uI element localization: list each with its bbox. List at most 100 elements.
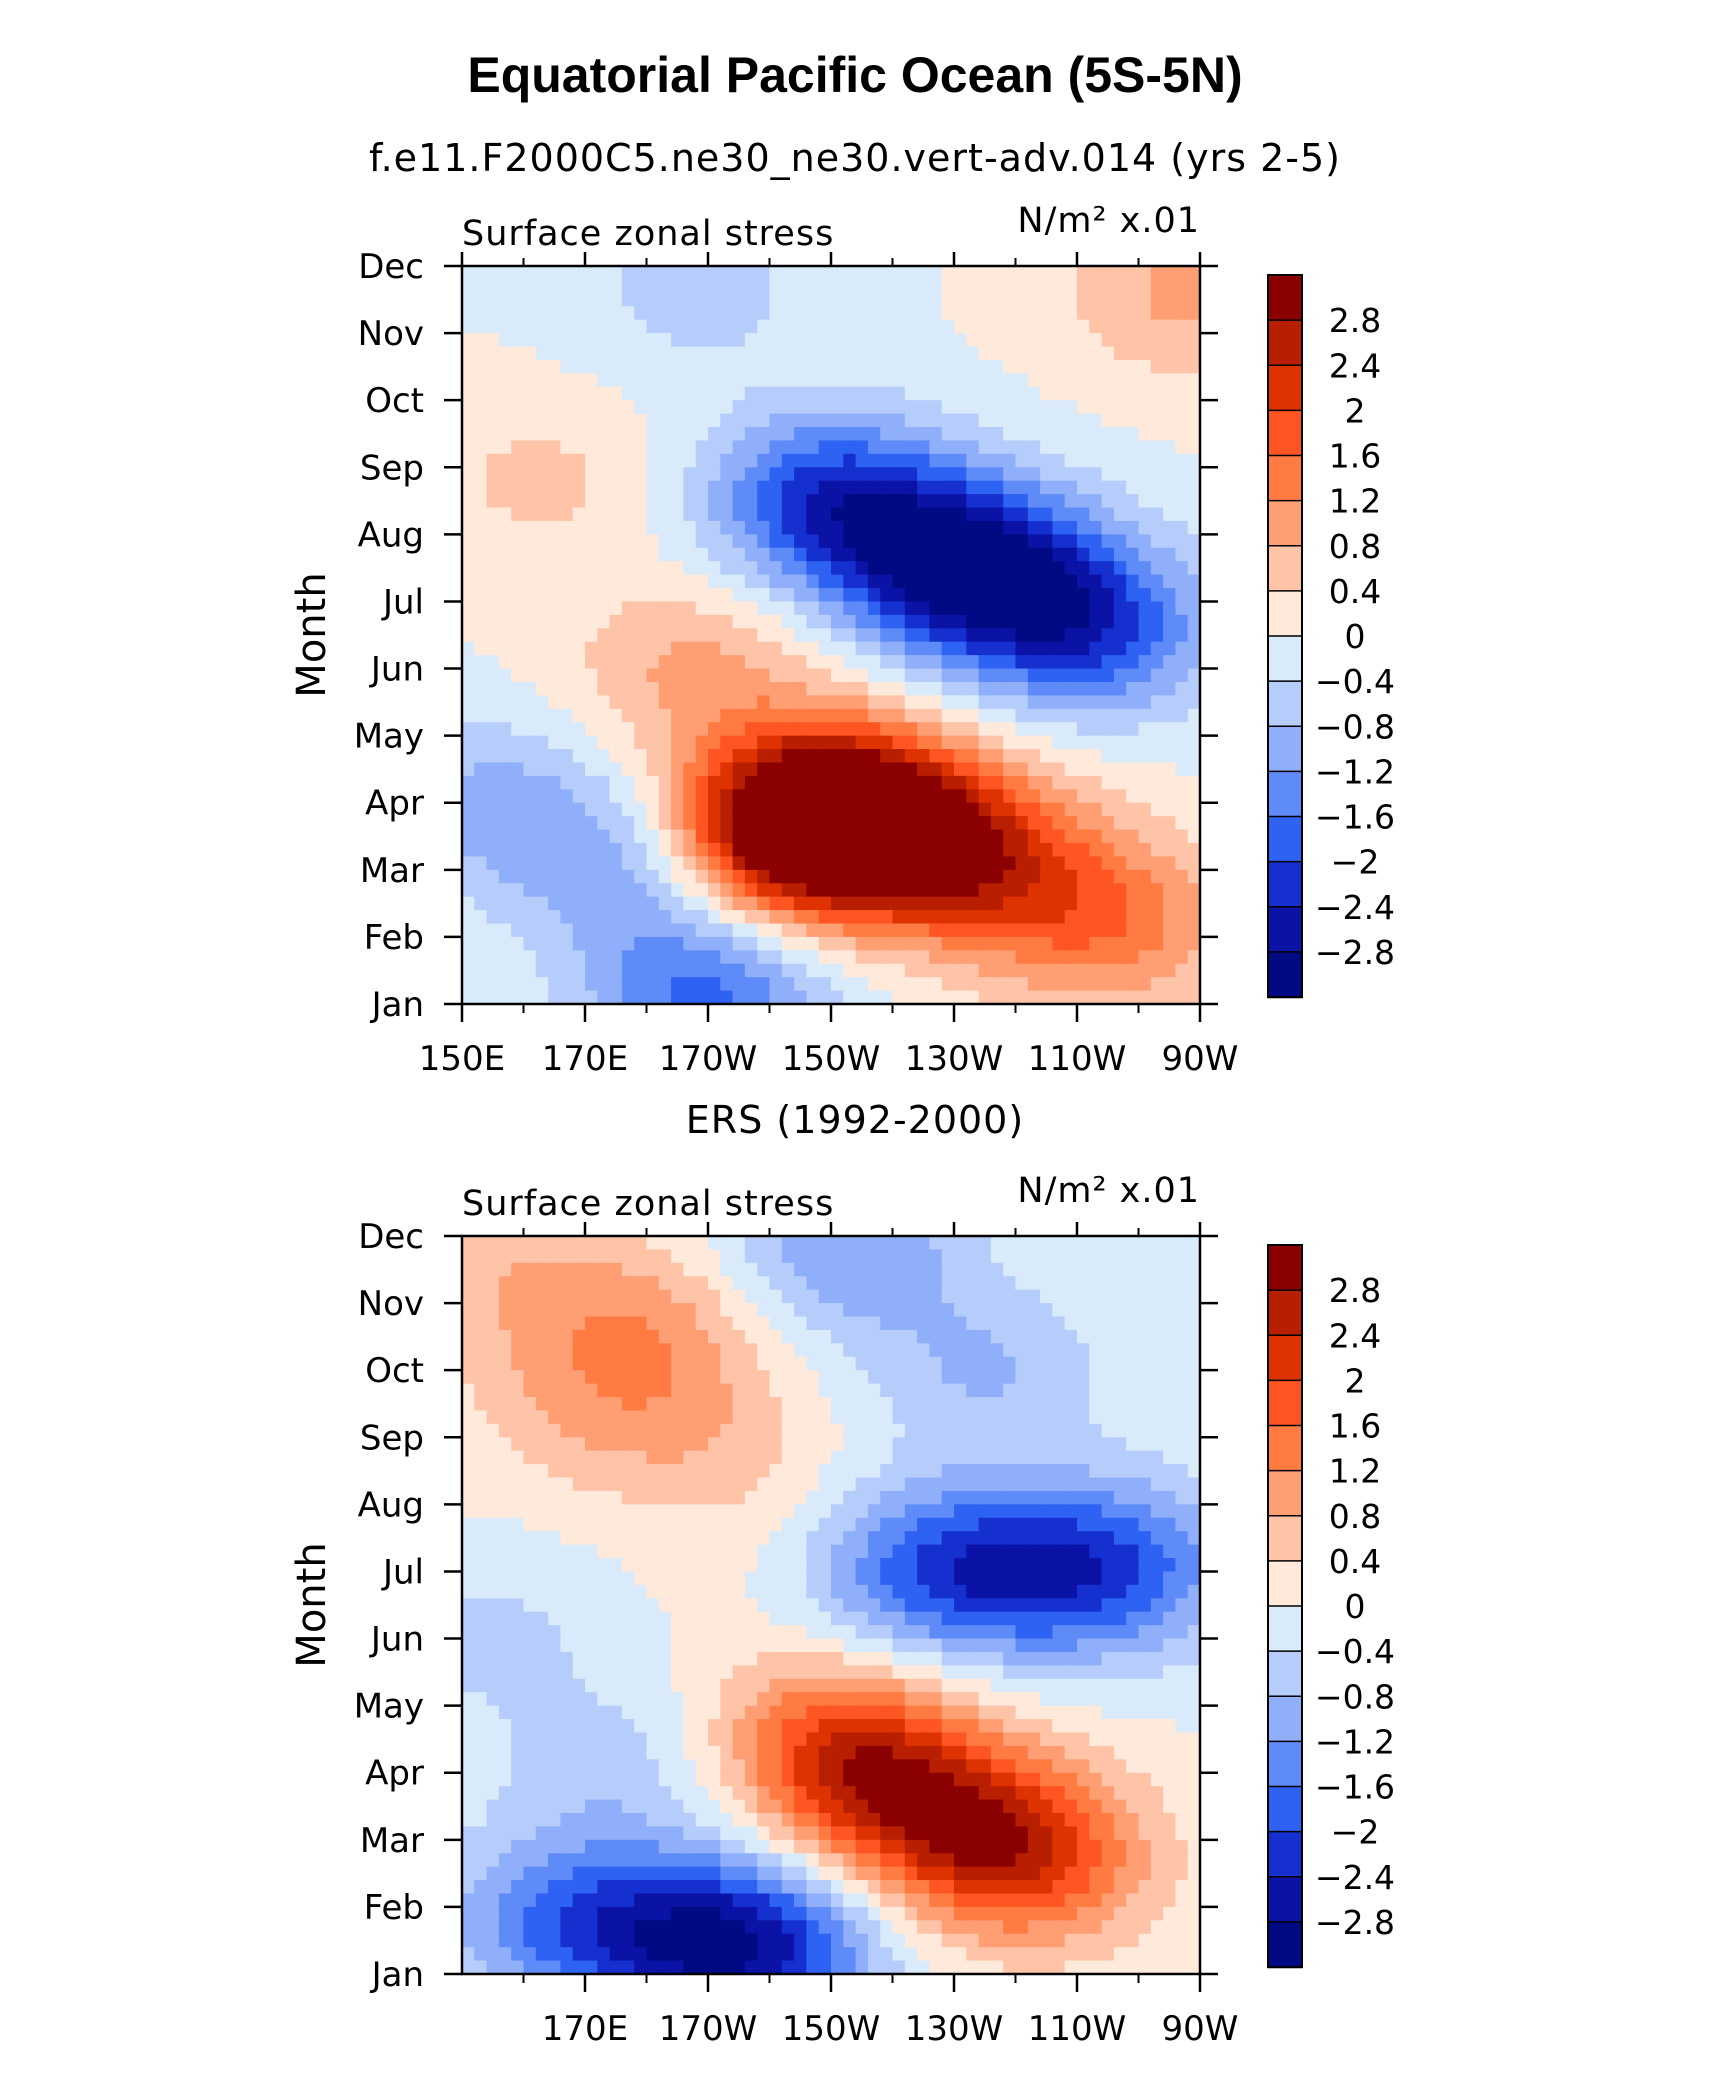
heatmap-cell bbox=[523, 1880, 537, 1895]
heatmap-cell bbox=[474, 1880, 488, 1895]
heatmap-cell bbox=[867, 480, 881, 495]
heatmap-cell bbox=[597, 1947, 611, 1962]
heatmap-cell bbox=[1089, 413, 1103, 428]
heatmap-cell bbox=[683, 1262, 697, 1277]
heatmap-cell bbox=[843, 749, 857, 764]
heatmap-cell bbox=[621, 427, 635, 442]
heatmap-cell bbox=[892, 319, 906, 334]
heatmap-cell bbox=[585, 1249, 598, 1264]
heatmap-cell bbox=[474, 1544, 488, 1559]
heatmap-cell bbox=[1077, 681, 1090, 696]
heatmap-cell bbox=[523, 1303, 537, 1318]
heatmap-cell bbox=[609, 614, 623, 629]
heatmap-cell bbox=[855, 453, 869, 468]
heatmap-cell bbox=[990, 735, 1004, 750]
heatmap-cell bbox=[880, 628, 894, 643]
heatmap-cell bbox=[917, 453, 930, 468]
heatmap-cell bbox=[1040, 292, 1053, 307]
heatmap-cell bbox=[1101, 614, 1115, 629]
heatmap-cell bbox=[781, 695, 795, 710]
colorbar-swatch bbox=[1267, 635, 1303, 683]
heatmap-cell bbox=[535, 588, 549, 603]
heatmap-cell bbox=[597, 1866, 611, 1881]
heatmap-cell bbox=[941, 950, 955, 965]
heatmap-cell bbox=[498, 400, 512, 415]
heatmap-cell bbox=[695, 1759, 709, 1774]
heatmap-cell bbox=[658, 816, 672, 831]
heatmap-cell bbox=[548, 1866, 561, 1881]
heatmap-cell bbox=[646, 977, 660, 992]
heatmap-cell bbox=[1015, 588, 1029, 603]
heatmap-cell bbox=[474, 1960, 488, 1975]
heatmap-cell bbox=[683, 574, 697, 589]
heatmap-cell bbox=[818, 601, 832, 616]
heatmap-cell bbox=[1077, 413, 1090, 428]
heatmap-cell bbox=[781, 1531, 795, 1546]
heatmap-cell bbox=[831, 628, 844, 643]
heatmap-cell bbox=[1064, 722, 1078, 737]
heatmap-cell bbox=[794, 816, 807, 831]
heatmap-cell bbox=[1040, 373, 1053, 388]
heatmap-cell bbox=[867, 856, 881, 871]
heatmap-cell bbox=[732, 722, 746, 737]
heatmap-cell bbox=[708, 1423, 721, 1438]
heatmap-cell bbox=[781, 1490, 795, 1505]
heatmap-cell bbox=[572, 990, 586, 1005]
heatmap-cell bbox=[646, 1853, 660, 1868]
heatmap-cell bbox=[892, 588, 906, 603]
heatmap-cell bbox=[1113, 749, 1127, 764]
heatmap-cell bbox=[486, 1236, 500, 1251]
heatmap-cell bbox=[1089, 359, 1103, 374]
heatmap-cell bbox=[880, 520, 894, 535]
heatmap-cell bbox=[954, 494, 967, 509]
heatmap-cell bbox=[929, 427, 943, 442]
heatmap-cell bbox=[1015, 990, 1029, 1005]
heatmap-cell bbox=[1163, 373, 1176, 388]
heatmap-cell bbox=[1064, 668, 1078, 683]
heatmap-cell bbox=[486, 910, 500, 925]
heatmap-cell bbox=[535, 386, 549, 401]
heatmap-cell bbox=[621, 1611, 635, 1626]
heatmap-cell bbox=[498, 950, 512, 965]
heatmap-cell bbox=[634, 440, 648, 455]
heatmap-cell bbox=[744, 1558, 758, 1573]
heatmap-cell bbox=[646, 762, 660, 777]
heatmap-cell bbox=[498, 789, 512, 804]
heatmap-cell bbox=[658, 749, 672, 764]
heatmap-cell bbox=[1101, 507, 1115, 522]
heatmap-cell bbox=[511, 400, 525, 415]
heatmap-cell bbox=[757, 1786, 771, 1801]
heatmap-cell bbox=[708, 1504, 721, 1519]
heatmap-cell bbox=[769, 1611, 783, 1626]
heatmap-cell bbox=[523, 722, 537, 737]
heatmap-cell bbox=[486, 601, 500, 616]
heatmap-cell bbox=[572, 950, 586, 965]
heatmap-cell bbox=[806, 1584, 820, 1599]
heatmap-cell bbox=[695, 735, 709, 750]
heatmap-cell bbox=[843, 842, 857, 857]
heatmap-cell bbox=[658, 1289, 672, 1304]
heatmap-cell bbox=[769, 1477, 783, 1492]
heatmap-cell bbox=[486, 708, 500, 723]
heatmap-cell bbox=[671, 1504, 684, 1519]
heatmap-cell bbox=[843, 681, 857, 696]
heatmap-cell bbox=[535, 1786, 549, 1801]
heatmap-cell bbox=[572, 1289, 586, 1304]
heatmap-cell bbox=[794, 1517, 807, 1532]
heatmap-cell bbox=[904, 708, 918, 723]
heatmap-cell bbox=[1064, 292, 1078, 307]
heatmap-cell bbox=[954, 856, 967, 871]
heatmap-cell bbox=[597, 413, 611, 428]
heatmap-cell bbox=[572, 1464, 586, 1479]
heatmap-cell bbox=[462, 668, 475, 683]
heatmap-cell bbox=[560, 400, 574, 415]
heatmap-cell bbox=[929, 963, 943, 978]
heatmap-cell bbox=[769, 1490, 783, 1505]
heatmap-cell bbox=[1138, 561, 1152, 576]
heatmap-cell bbox=[498, 775, 512, 790]
heatmap-cell bbox=[535, 1571, 549, 1586]
heatmap-cell bbox=[720, 453, 734, 468]
heatmap-cell bbox=[855, 266, 869, 281]
heatmap-cell bbox=[597, 1692, 611, 1707]
heatmap-cell bbox=[646, 950, 660, 965]
